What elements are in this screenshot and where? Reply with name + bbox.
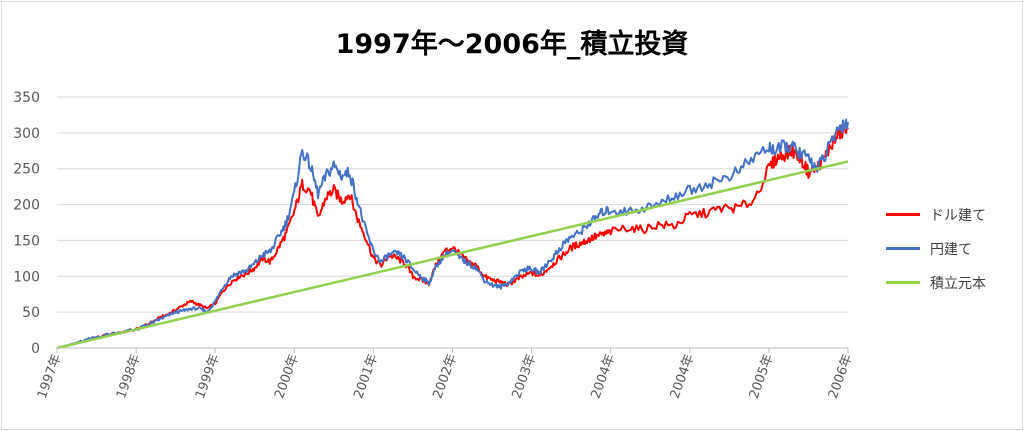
x-tick-label: 2001年 — [351, 352, 381, 400]
x-tick-label: 2003年 — [509, 352, 539, 400]
y-tick-label: 200 — [13, 198, 40, 214]
chart-title: 1997年～2006年_積立投資 — [335, 29, 689, 60]
x-tick-label: 2004年 — [589, 352, 619, 400]
legend-label-dollar: ドル建て — [930, 208, 986, 224]
legend-swatch-dollar — [886, 213, 920, 216]
legend-swatch-principal — [886, 281, 920, 284]
y-tick-label: 150 — [13, 233, 40, 249]
legend-swatch-yen — [886, 247, 920, 250]
y-tick-label: 250 — [13, 162, 40, 178]
x-tick-label: 2000年 — [272, 352, 302, 400]
y-tick-label: 0 — [31, 341, 40, 357]
y-tick-label: 100 — [13, 269, 40, 285]
legend-label-principal: 積立元本 — [930, 276, 986, 292]
series-line-dollar — [56, 124, 849, 349]
x-tick-label: 2005年 — [747, 352, 777, 400]
x-tick-label: 1997年 — [35, 352, 65, 400]
y-tick-label: 350 — [13, 90, 40, 106]
legend-label-yen: 円建て — [930, 242, 972, 258]
x-tick-label: 1998年 — [114, 352, 144, 400]
x-tick-label: 2004年 — [668, 352, 698, 400]
y-tick-label: 50 — [22, 305, 40, 321]
x-tick-label: 2006年 — [826, 352, 856, 400]
series-line-principal — [56, 160, 849, 350]
x-tick-label: 1999年 — [193, 352, 223, 400]
x-tick-label: 2002年 — [430, 352, 460, 400]
series-line-yen — [56, 118, 849, 349]
y-tick-label: 300 — [13, 126, 40, 142]
